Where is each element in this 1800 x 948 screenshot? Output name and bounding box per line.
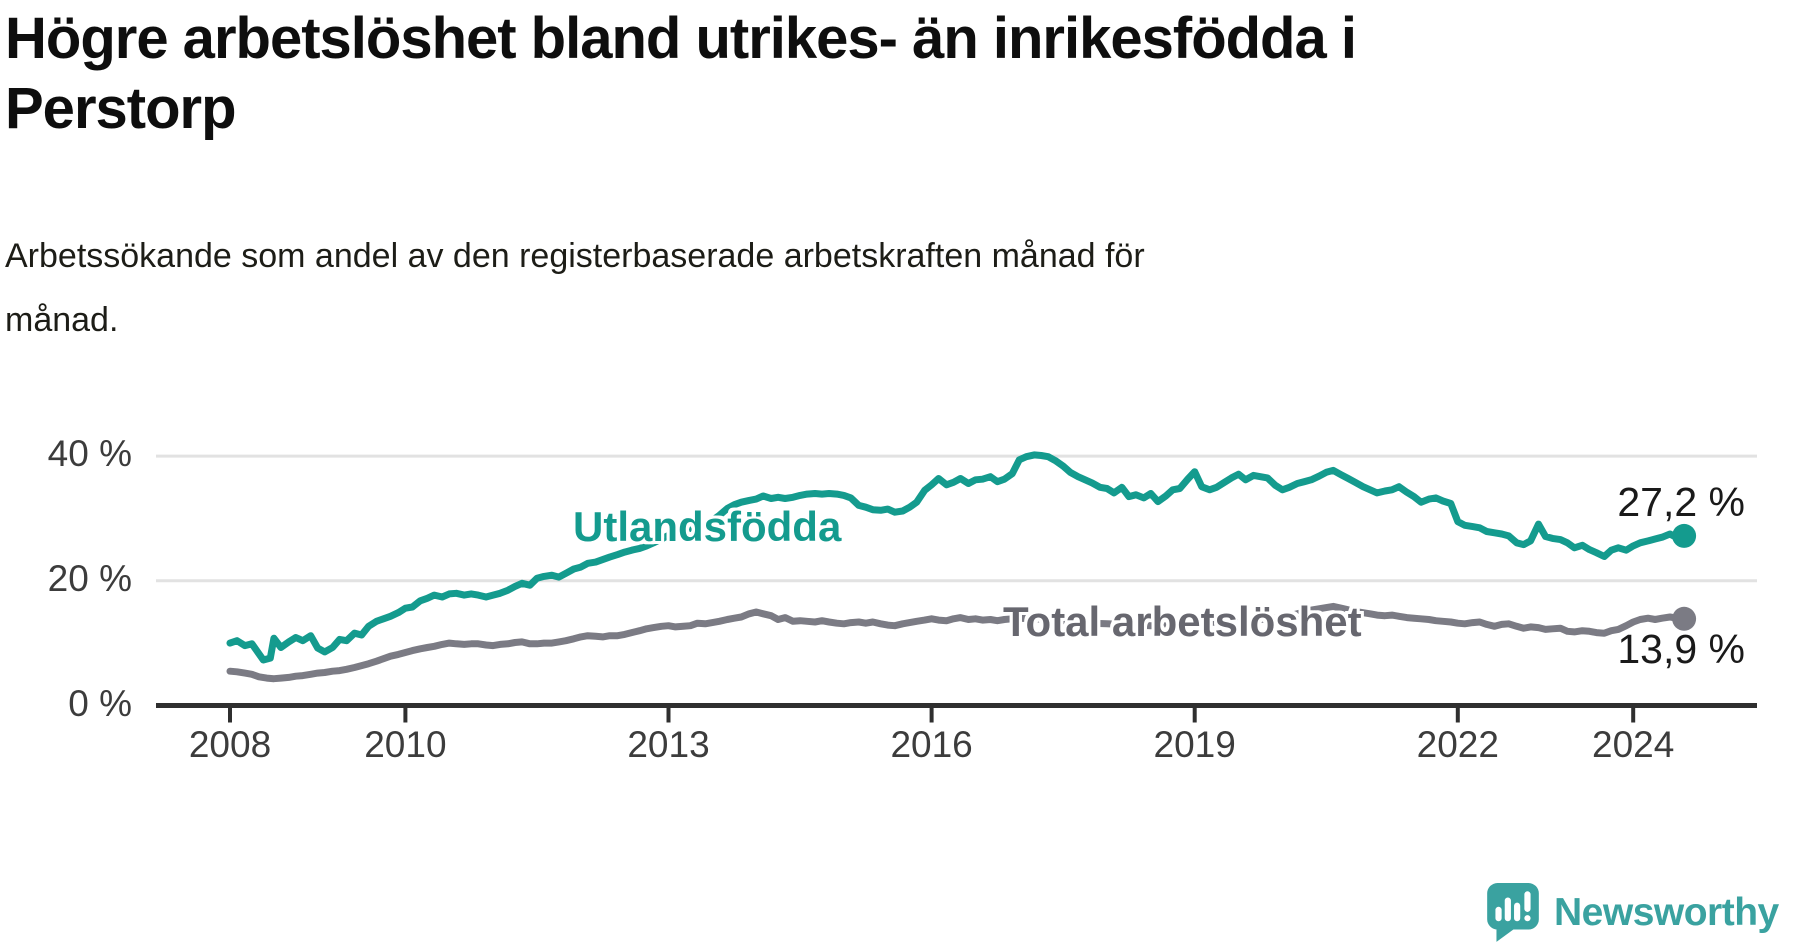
series-line-utlandsfodda [226, 451, 1688, 664]
end-dot-utlandsfodda [1672, 523, 1697, 548]
x-axis-tick-label: 2010 [364, 724, 447, 765]
y-axis-tick-label: 40 % [47, 433, 132, 475]
x-axis-tick-label: 2008 [188, 724, 272, 765]
y-axis-tick-label: 0 % [68, 682, 132, 724]
series-label-total-arbetsloshet: Total arbetslöshet [1003, 598, 1362, 645]
chart-subtitle-line1: Arbetssökande som andel av den registerb… [5, 237, 1145, 275]
x-axis-tick-label: 2024 [1592, 724, 1675, 765]
page-title-line1: Högre arbetslöshet bland utrikes- än inr… [5, 6, 1357, 71]
end-value-label-total: 13,9 % [1617, 626, 1745, 672]
series-line-total [226, 602, 1688, 683]
x-axis-tick-label: 2022 [1416, 724, 1499, 765]
y-axis-tick-label: 20 % [47, 557, 132, 599]
newsworthy-logo: Newsworthy [1486, 882, 1779, 944]
end-value-label-utlandsfodda: 27,2 % [1617, 479, 1745, 525]
chart-subtitle-line2: månad. [5, 301, 119, 339]
end-dot-total [1672, 606, 1697, 631]
newsworthy-wordmark: Newsworthy [1554, 891, 1779, 934]
series-label-utlandsfodda: Utlandsfödda [573, 503, 842, 550]
page-title-line2: Perstorp [5, 76, 237, 141]
x-axis-tick-label: 2016 [890, 724, 973, 765]
x-axis-tick-label: 2013 [627, 724, 710, 765]
x-axis-tick-label: 2019 [1153, 724, 1236, 765]
newsworthy-logo-icon [1487, 883, 1539, 942]
